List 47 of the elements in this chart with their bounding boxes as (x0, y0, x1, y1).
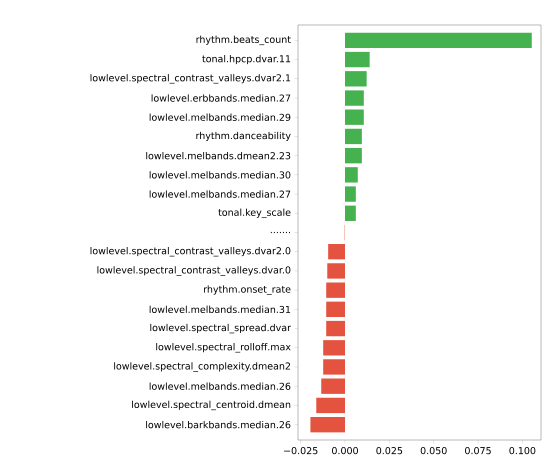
y-tick-label: lowlevel.spectral_contrast_valleys.dvar2.0 (90, 246, 290, 256)
y-tick-label: lowlevel.erbbands.median.27 (152, 94, 290, 102)
y-tick-label: rhythm.danceability (196, 132, 291, 142)
bar (321, 378, 346, 394)
y-tick-label: rhythm.beats_count (196, 36, 291, 46)
y-tick-label: lowlevel.melbands.median.31 (150, 306, 290, 314)
bar (345, 167, 358, 183)
bar (310, 416, 346, 432)
bar (345, 206, 356, 221)
bar (345, 32, 532, 48)
bar (316, 398, 346, 414)
x-tick-label: 0.050 (420, 447, 447, 454)
y-tick-label: lowlevel.melbands.median.30 (150, 171, 290, 179)
y-tick-label: lowlevel.spectral_centroid.dmean (132, 400, 290, 410)
y-tick-label: lowlevel.melbands.median.26 (150, 382, 290, 390)
x-tick-label: 0.100 (509, 447, 536, 454)
y-tick-label: lowlevel.melbands.dmean2.23 (146, 152, 290, 160)
y-tick-label: lowlevel.spectral_rolloff.max (156, 343, 291, 353)
bar (345, 90, 364, 106)
y-tick-label: ....... (270, 232, 290, 234)
bar (323, 359, 346, 375)
y-tick-label: tonal.hpcp.dvar.11 (202, 54, 290, 64)
bar (326, 320, 346, 336)
y-tick-label: lowlevel.spectral_contrast_valleys.dvar2.1 (90, 74, 290, 84)
x-tick-label: 0.000 (332, 447, 358, 454)
x-tick-label: 0.075 (465, 447, 491, 454)
y-tick-label: lowlevel.barkbands.median.26 (146, 420, 290, 428)
bar (326, 282, 346, 298)
y-tick-label: lowlevel.spectral_contrast_valleys.dvar.0 (97, 266, 290, 276)
y-tick-label: lowlevel.melbands.median.27 (150, 190, 290, 198)
bar (327, 263, 346, 279)
bar (345, 110, 364, 125)
bar (345, 186, 356, 202)
bar (345, 52, 370, 68)
bar (345, 128, 362, 144)
y-tick-label: lowlevel.melbands.median.29 (150, 114, 290, 121)
bar (328, 244, 346, 260)
bar (345, 148, 362, 164)
x-tick-label: −0.025 (284, 447, 318, 454)
bar (326, 302, 346, 318)
y-tick-label: lowlevel.spectral_spread.dvar (150, 324, 291, 334)
bar (345, 71, 367, 86)
y-tick-label: tonal.key_scale (218, 208, 290, 218)
y-tick-label: rhythm.onset_rate (204, 285, 290, 295)
x-tick-label: 0.025 (376, 447, 402, 454)
bar (323, 340, 346, 356)
y-tick-label: lowlevel.spectral_complexity.dmean2 (114, 362, 290, 372)
